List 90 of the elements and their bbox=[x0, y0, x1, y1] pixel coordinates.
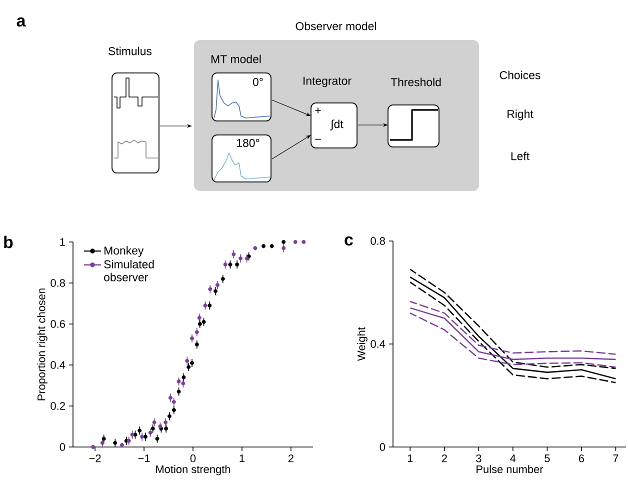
text: Observer model bbox=[296, 22, 376, 30]
point bbox=[182, 375, 186, 380]
y-tick-label: 0.2 bbox=[50, 402, 65, 410]
point bbox=[215, 283, 220, 288]
point bbox=[220, 276, 225, 281]
line-series bbox=[409, 300, 616, 355]
text: Choices bbox=[500, 70, 540, 80]
y-tick-label: 0.8 bbox=[50, 279, 66, 287]
x-tick-label: 5 bbox=[544, 454, 550, 462]
text: ∫dt bbox=[330, 120, 344, 130]
point bbox=[164, 426, 168, 431]
text: 0° bbox=[252, 78, 263, 86]
x-tick-label: 3 bbox=[476, 454, 482, 462]
text: Stimulus bbox=[108, 46, 152, 56]
point bbox=[214, 289, 218, 294]
point bbox=[181, 381, 186, 386]
point bbox=[126, 438, 131, 443]
point bbox=[202, 320, 206, 324]
point bbox=[176, 390, 181, 394]
text: − bbox=[315, 138, 321, 140]
x-tick-label: 2 bbox=[288, 454, 294, 462]
point bbox=[203, 304, 208, 308]
point bbox=[282, 246, 286, 250]
line-series bbox=[409, 312, 616, 368]
x-axis-title: Motion strength bbox=[156, 465, 230, 476]
point bbox=[208, 304, 212, 308]
legend-label: Monkey bbox=[104, 246, 144, 257]
chart-title: b bbox=[4, 236, 13, 248]
x-tick-label: 7 bbox=[613, 454, 618, 462]
text: Threshold bbox=[390, 78, 441, 86]
x-tick-label: −2 bbox=[89, 454, 101, 462]
point bbox=[197, 316, 202, 320]
point bbox=[164, 420, 168, 424]
x-tick-label: 4 bbox=[510, 454, 516, 462]
line-series bbox=[409, 268, 616, 370]
point bbox=[232, 252, 236, 256]
point bbox=[172, 408, 176, 412]
text: Integrator bbox=[304, 76, 352, 88]
y-tick-label: 0 bbox=[380, 443, 386, 451]
point bbox=[138, 428, 142, 433]
point bbox=[168, 396, 172, 400]
y-tick-label: 0.8 bbox=[370, 237, 385, 245]
point bbox=[152, 420, 156, 424]
line-series bbox=[409, 307, 616, 360]
point bbox=[228, 262, 232, 267]
text: Right bbox=[508, 110, 534, 120]
x-axis-title: Pulse number bbox=[476, 465, 544, 474]
point bbox=[113, 440, 118, 445]
y-axis-title: Weight bbox=[357, 327, 368, 361]
point bbox=[238, 256, 243, 260]
point bbox=[172, 400, 176, 404]
point bbox=[176, 379, 181, 384]
legend-label: Simulated observer bbox=[104, 260, 154, 282]
text: MT model bbox=[211, 54, 261, 64]
x-tick-label: −1 bbox=[138, 454, 150, 462]
text: Left bbox=[511, 152, 530, 160]
y-tick-label: 0.4 bbox=[370, 340, 386, 348]
point bbox=[190, 360, 194, 365]
point bbox=[208, 287, 212, 292]
point bbox=[167, 414, 172, 418]
point bbox=[185, 358, 190, 363]
y-tick-label: 1 bbox=[60, 238, 65, 246]
point bbox=[194, 330, 199, 334]
text: a bbox=[16, 17, 26, 27]
y-tick-label: 0.6 bbox=[50, 320, 66, 328]
x-tick-label: 6 bbox=[578, 454, 584, 462]
chart-title: c bbox=[344, 236, 353, 246]
point bbox=[130, 432, 134, 437]
point bbox=[194, 342, 199, 346]
point bbox=[198, 322, 202, 326]
point bbox=[140, 434, 144, 439]
point bbox=[235, 262, 240, 267]
x-tick-label: 2 bbox=[442, 454, 447, 462]
point bbox=[100, 440, 104, 445]
point bbox=[102, 436, 106, 441]
y-axis-title: Proportion right chosen bbox=[37, 288, 48, 400]
y-tick-label: 0.4 bbox=[50, 361, 66, 369]
text: 180° bbox=[237, 138, 260, 148]
point bbox=[155, 436, 160, 441]
y-tick-label: 0 bbox=[60, 443, 66, 451]
point bbox=[148, 430, 152, 435]
x-tick-label: 1 bbox=[408, 454, 413, 462]
point bbox=[186, 365, 191, 370]
text: + bbox=[315, 108, 321, 114]
point bbox=[223, 262, 228, 267]
x-tick-label: 1 bbox=[240, 454, 244, 462]
point bbox=[143, 434, 148, 439]
point bbox=[190, 336, 194, 340]
point bbox=[150, 426, 155, 431]
x-tick-label: 0 bbox=[190, 454, 196, 462]
